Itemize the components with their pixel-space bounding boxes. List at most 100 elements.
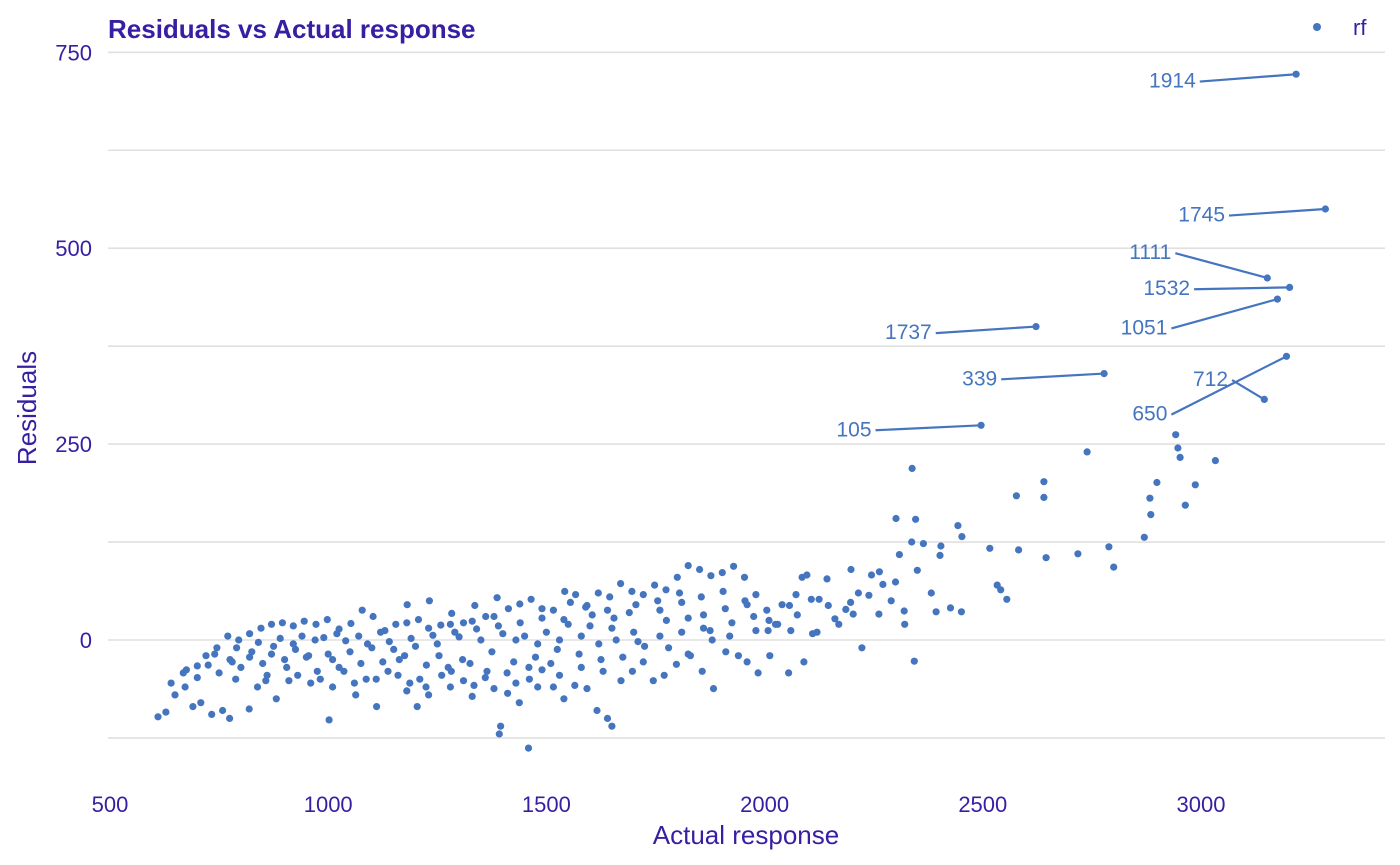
y-tick-label: 250 xyxy=(55,432,92,457)
data-point xyxy=(267,650,276,658)
data-point xyxy=(392,620,400,628)
data-point xyxy=(641,642,649,650)
data-point xyxy=(632,601,640,609)
data-point xyxy=(900,607,908,615)
annotation-leader xyxy=(1228,207,1326,217)
data-point xyxy=(1105,543,1113,551)
data-point xyxy=(603,606,612,614)
data-point xyxy=(575,650,583,658)
data-point xyxy=(901,620,909,628)
data-point xyxy=(333,630,341,638)
data-point xyxy=(740,573,749,581)
data-point xyxy=(726,632,734,640)
data-point xyxy=(1191,481,1199,489)
data-point xyxy=(283,663,291,672)
data-point xyxy=(425,691,433,699)
data-point xyxy=(182,666,190,674)
data-point xyxy=(459,619,468,627)
data-point xyxy=(189,703,197,711)
data-point xyxy=(684,614,692,622)
data-point xyxy=(672,660,681,668)
data-point xyxy=(289,622,297,630)
annotation-leader xyxy=(1175,252,1268,280)
data-point xyxy=(582,603,590,611)
data-point xyxy=(867,571,876,579)
data-point xyxy=(473,625,481,633)
data-point xyxy=(455,633,463,641)
data-point xyxy=(298,632,306,640)
data-point xyxy=(555,671,564,679)
data-point xyxy=(340,667,348,675)
data-point xyxy=(335,663,343,672)
data-point xyxy=(599,667,607,675)
data-point xyxy=(891,578,900,586)
data-point xyxy=(549,606,558,614)
data-point xyxy=(444,663,452,672)
data-point xyxy=(588,611,596,619)
data-point xyxy=(512,679,520,687)
data-point xyxy=(253,683,262,691)
data-point xyxy=(858,644,866,652)
data-point xyxy=(807,595,815,603)
data-point xyxy=(734,652,743,660)
data-point xyxy=(429,631,437,639)
data-point xyxy=(764,627,772,635)
data-point xyxy=(752,627,760,635)
data-point xyxy=(488,648,496,656)
annotation-leader xyxy=(1194,286,1290,291)
data-point xyxy=(875,610,883,618)
data-point xyxy=(329,656,337,664)
data-point xyxy=(459,656,467,664)
data-point xyxy=(946,604,955,612)
data-point xyxy=(515,699,523,707)
data-point xyxy=(313,667,321,675)
data-point xyxy=(403,601,411,609)
data-point xyxy=(617,580,625,588)
data-point xyxy=(815,595,823,603)
data-point xyxy=(594,589,602,597)
data-point xyxy=(534,683,542,691)
data-point xyxy=(224,632,232,640)
annotation-leader xyxy=(1170,355,1288,416)
data-point xyxy=(422,661,430,669)
data-point xyxy=(171,691,179,699)
data-point xyxy=(499,630,507,638)
data-point xyxy=(538,666,546,674)
data-point xyxy=(937,542,945,550)
x-tick-label: 2000 xyxy=(740,792,789,817)
data-point xyxy=(910,657,918,665)
data-point xyxy=(730,562,738,570)
data-point xyxy=(202,652,210,660)
data-point xyxy=(531,653,540,661)
data-point xyxy=(324,650,332,658)
data-point xyxy=(246,630,254,638)
data-point xyxy=(854,589,863,597)
data-point xyxy=(281,656,289,664)
data-point xyxy=(698,667,706,675)
points xyxy=(154,70,1329,752)
data-point xyxy=(608,624,616,632)
data-point xyxy=(986,544,994,552)
data-point xyxy=(555,636,564,644)
data-point xyxy=(193,662,201,670)
data-point xyxy=(936,551,944,560)
data-point xyxy=(162,708,170,716)
data-point xyxy=(606,593,614,601)
data-point xyxy=(1040,478,1048,486)
data-point xyxy=(709,685,718,693)
data-point xyxy=(524,744,533,752)
data-point xyxy=(291,645,300,654)
data-point xyxy=(358,606,366,614)
data-point xyxy=(634,638,642,646)
annotation-label: 339 xyxy=(962,367,997,390)
data-point xyxy=(595,640,603,648)
data-point xyxy=(433,640,441,648)
data-point xyxy=(248,648,256,656)
data-point xyxy=(490,612,498,621)
data-point xyxy=(403,619,411,627)
data-point xyxy=(892,514,900,523)
legend: rf xyxy=(1313,15,1367,40)
data-point xyxy=(254,638,262,647)
data-point xyxy=(262,677,270,685)
